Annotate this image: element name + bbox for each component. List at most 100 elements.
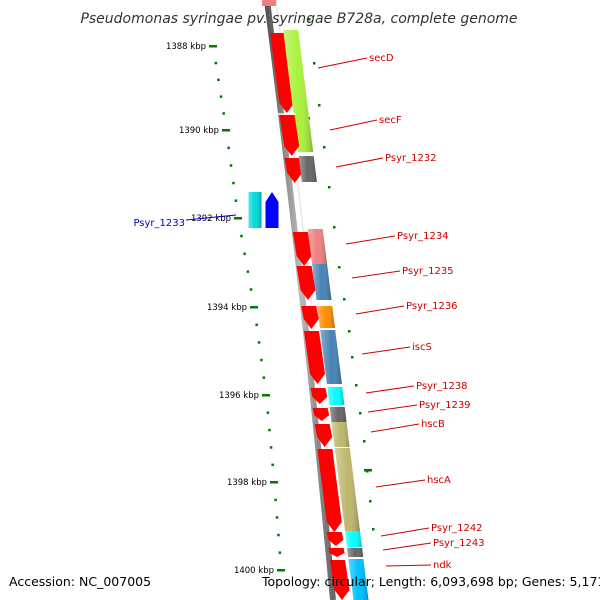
tick-label: 1388 kbp xyxy=(166,42,206,52)
minor-tick xyxy=(257,341,261,344)
minor-tick xyxy=(355,384,358,387)
minor-tick xyxy=(278,551,282,554)
gene-label-leader xyxy=(367,404,418,413)
minor-tick xyxy=(217,78,220,82)
gene-label-psyr-1235[interactable]: Psyr_1235 xyxy=(402,266,454,277)
gene-psyr-1236-cog-bar-shade xyxy=(317,306,335,328)
gene-psyr-1234-cog-bar-shade xyxy=(307,229,328,264)
gene-iscs-cog-bar-shade xyxy=(320,330,342,384)
gene-psyr-1242-cog-bar-shade xyxy=(345,531,362,547)
gene-psyr-1235-arrow[interactable] xyxy=(296,266,316,300)
gene-label-leader xyxy=(361,346,411,355)
minor-tick xyxy=(222,112,225,115)
gene-label-leader xyxy=(380,527,430,537)
gene-secd-arrow[interactable] xyxy=(270,33,295,113)
minor-tick xyxy=(274,498,277,502)
gene-ndk-cog-bar-shade xyxy=(348,559,369,600)
minor-tick xyxy=(240,234,243,238)
gene-ndk-arrow[interactable] xyxy=(330,560,350,600)
major-tick: 1388 kbp xyxy=(166,42,217,52)
genome-title: Pseudomonas syringae pv. syringae B728a,… xyxy=(80,11,517,27)
minor-tick xyxy=(249,288,253,291)
gene-label-leader xyxy=(345,235,396,245)
gene-hsca-arrow[interactable] xyxy=(317,449,342,532)
minor-tick xyxy=(243,252,246,256)
minor-tick xyxy=(232,181,235,185)
gene-psyr-1236-arrow[interactable] xyxy=(301,306,319,329)
gene-label-psyr-1236[interactable]: Psyr_1236 xyxy=(406,301,458,312)
gene-psyr-1243-arrow[interactable] xyxy=(328,548,345,557)
major-tick: 1396 kbp xyxy=(219,391,270,401)
gene-label-psyr-1243[interactable]: Psyr_1243 xyxy=(433,538,485,549)
minor-tick xyxy=(275,516,279,519)
tick-label: 1396 kbp xyxy=(219,391,259,401)
gene-psyr-1242-arrow[interactable] xyxy=(326,532,344,546)
gene-label-leader xyxy=(375,479,426,488)
minor-tick xyxy=(229,164,233,167)
gene-fragment-top xyxy=(262,0,276,6)
major-tick: 1394 kbp xyxy=(207,303,258,313)
minor-tick xyxy=(338,266,341,269)
gene-label-ndk[interactable]: ndk xyxy=(433,560,452,571)
gene-label-leader xyxy=(365,385,415,394)
gene-label-psyr-1238[interactable]: Psyr_1238 xyxy=(416,381,468,392)
gene-hscb-cog-bar-shade xyxy=(331,422,350,447)
minor-tick xyxy=(351,356,354,359)
gene-label-psyr-1233[interactable]: Psyr_1233 xyxy=(133,218,185,229)
genome-summary: Topology: circular; Length: 6,093,698 bp… xyxy=(262,574,600,589)
label-layer: secD secF Psyr_1232 Psyr_1233 Psyr_1234 Psyr_… xyxy=(133,53,484,571)
gene-label-secd[interactable]: secD xyxy=(369,53,394,64)
minor-tick xyxy=(359,412,362,415)
minor-tick xyxy=(318,104,321,107)
gene-label-hscb[interactable]: hscB xyxy=(421,419,445,430)
minor-tick xyxy=(246,270,250,273)
gene-label-secf[interactable]: secF xyxy=(379,115,402,126)
gene-iscs-arrow[interactable] xyxy=(304,331,325,384)
gene-psyr-1239-arrow[interactable] xyxy=(312,408,330,421)
gene-psyr-1233-arrow[interactable] xyxy=(265,192,279,228)
gene-psyr-1232-cog-bar-shade xyxy=(298,156,317,182)
gene-label-psyr-1242[interactable]: Psyr_1242 xyxy=(431,523,483,534)
minor-tick xyxy=(214,61,218,65)
minor-tick xyxy=(363,440,366,443)
accession-text: Accession: NC_007005 xyxy=(9,574,152,589)
minor-tick xyxy=(227,146,230,150)
tick-label: 1392 kbp xyxy=(191,214,231,224)
tick-label: 1400 kbp xyxy=(234,566,274,576)
gene-secf-arrow[interactable] xyxy=(279,115,300,156)
gene-label-psyr-1234[interactable]: Psyr_1234 xyxy=(397,231,449,242)
minor-tick xyxy=(262,376,266,379)
tick-layer: 1388 kbp 1390 kbp 1392 kbp 1394 kbp 1396 kbp… xyxy=(166,18,375,576)
gene-hscb-arrow[interactable] xyxy=(314,424,333,447)
tick-label: 1394 kbp xyxy=(207,303,247,313)
minor-tick xyxy=(255,323,258,327)
tick-label: 1390 kbp xyxy=(179,126,219,136)
gene-psyr-1234-arrow[interactable] xyxy=(292,232,312,266)
gene-secd-cog-bar-shade xyxy=(283,30,314,152)
minor-tick xyxy=(260,358,263,362)
minor-tick xyxy=(271,463,274,467)
gene-label-leader xyxy=(185,214,237,221)
gene-label-iscs[interactable]: iscS xyxy=(412,342,432,353)
minor-tick xyxy=(313,62,316,65)
minor-tick xyxy=(269,446,273,449)
gene-label-psyr-1232[interactable]: Psyr_1232 xyxy=(385,153,437,164)
minor-tick xyxy=(348,330,351,333)
minor-tick xyxy=(219,95,223,98)
gene-hsca-cog-bar-shade xyxy=(334,448,360,531)
gene-label-hsca[interactable]: hscA xyxy=(427,475,451,486)
minor-tick xyxy=(234,199,238,202)
major-tick: 1390 kbp xyxy=(179,126,230,136)
gene-psyr-1239-cog-bar-shade xyxy=(329,407,347,422)
gene-psyr-1243-cog-bar-shade xyxy=(347,548,364,557)
minor-tick xyxy=(372,528,375,531)
gene-psyr-1238-cog-bar-shade xyxy=(327,387,345,405)
gene-label-psyr-1239[interactable]: Psyr_1239 xyxy=(419,400,471,411)
minor-tick xyxy=(369,500,372,503)
minor-tick xyxy=(268,428,271,432)
minor-tick xyxy=(343,298,346,301)
gene-psyr-1233-cog-bar-shade xyxy=(248,192,262,228)
gene-label-leader xyxy=(382,542,432,551)
gene-psyr-1232-arrow[interactable] xyxy=(284,158,303,183)
gene-psyr-1238-arrow[interactable] xyxy=(310,388,328,404)
